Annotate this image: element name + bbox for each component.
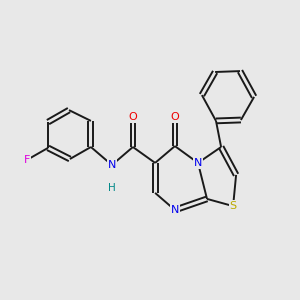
Text: O: O (128, 112, 137, 122)
Text: N: N (108, 160, 116, 170)
Text: F: F (24, 155, 30, 165)
Text: O: O (170, 112, 179, 122)
Text: N: N (194, 158, 202, 168)
Text: N: N (171, 205, 179, 215)
Text: S: S (230, 201, 237, 211)
Text: H: H (108, 183, 116, 193)
